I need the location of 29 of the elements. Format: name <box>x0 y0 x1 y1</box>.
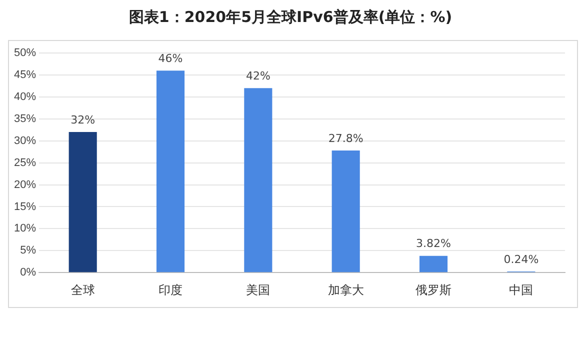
bar <box>156 70 185 272</box>
data-label: 46% <box>158 52 183 65</box>
y-tick-label: 0% <box>20 266 36 279</box>
y-tick-label: 50% <box>14 47 36 60</box>
y-tick-label: 45% <box>14 68 36 81</box>
x-tick-label: 美国 <box>246 283 270 298</box>
y-tick-label: 25% <box>14 156 36 169</box>
y-tick-label: 35% <box>14 112 36 125</box>
y-tick-label: 40% <box>14 90 36 103</box>
bar <box>244 88 272 272</box>
y-tick-label: 15% <box>14 200 36 213</box>
chart-title: 图表1：2020年5月全球IPv6普及率(单位：%) <box>128 8 454 27</box>
y-tick-label: 10% <box>14 222 36 235</box>
y-tick-label: 20% <box>14 178 36 191</box>
bar <box>332 150 360 272</box>
x-tick-label: 加拿大 <box>328 283 364 298</box>
bar <box>68 132 97 272</box>
data-label: 0.24% <box>504 252 539 266</box>
x-tick-label: 印度 <box>158 283 183 298</box>
x-tick-label: 俄罗斯 <box>416 283 452 298</box>
y-tick-label: 5% <box>20 244 36 257</box>
data-label: 3.82% <box>416 237 451 250</box>
y-tick-label: 30% <box>14 134 36 147</box>
data-label: 27.8% <box>328 132 364 145</box>
x-tick-label: 中国 <box>509 283 534 298</box>
bar <box>419 256 448 272</box>
x-tick-label: 全球 <box>70 283 95 298</box>
data-label: 32% <box>70 113 96 126</box>
data-label: 42% <box>246 69 270 82</box>
